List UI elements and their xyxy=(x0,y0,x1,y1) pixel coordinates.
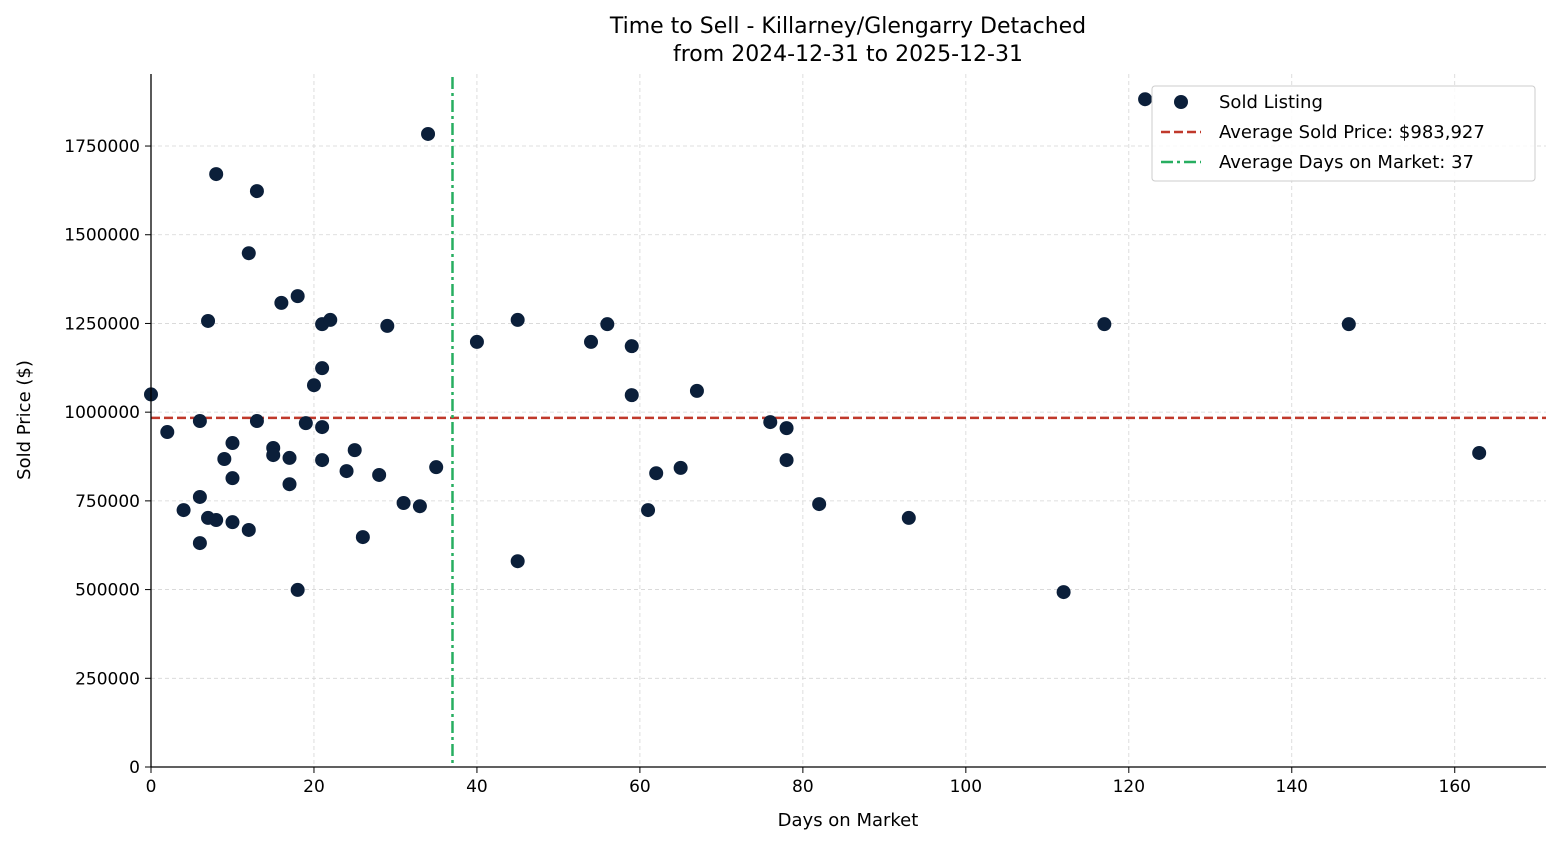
y-tick-label: 500000 xyxy=(75,581,140,601)
data-point xyxy=(323,312,338,327)
data-point xyxy=(241,522,256,537)
x-tick-label: 80 xyxy=(792,777,814,797)
legend-marker-points xyxy=(1174,95,1188,109)
data-point xyxy=(1138,92,1153,107)
data-point xyxy=(241,246,256,261)
x-tick-label: 60 xyxy=(629,777,651,797)
data-point xyxy=(176,503,191,518)
x-axis-label: Days on Market xyxy=(778,810,919,831)
data-point xyxy=(306,378,321,393)
y-tick-label: 1000000 xyxy=(64,403,140,423)
data-point xyxy=(779,421,794,436)
reference-lines xyxy=(151,77,1546,767)
data-point xyxy=(812,497,827,512)
data-point xyxy=(1056,585,1071,600)
data-point xyxy=(225,515,240,530)
data-point xyxy=(160,425,175,440)
data-point xyxy=(673,460,688,475)
data-point xyxy=(347,443,362,458)
data-point xyxy=(1341,317,1356,332)
x-tick-label: 100 xyxy=(950,777,982,797)
data-point xyxy=(396,496,411,510)
data-point xyxy=(1097,317,1112,332)
data-point xyxy=(1472,445,1487,460)
data-point xyxy=(225,471,240,486)
data-point xyxy=(192,536,207,551)
data-point xyxy=(510,554,525,569)
y-tick-label: 1250000 xyxy=(64,314,140,334)
data-point xyxy=(298,416,313,431)
data-point xyxy=(901,510,916,525)
data-point xyxy=(315,420,330,435)
data-point xyxy=(600,317,615,332)
y-tick-label: 250000 xyxy=(75,669,140,689)
data-point xyxy=(689,383,704,398)
x-tick-label: 0 xyxy=(146,777,157,797)
chart-subtitle: from 2024-12-31 to 2025-12-31 xyxy=(673,42,1023,67)
data-point xyxy=(209,167,224,182)
data-point xyxy=(225,436,240,451)
data-point xyxy=(282,450,297,465)
y-tick-label: 0 xyxy=(129,758,140,778)
data-point xyxy=(274,295,289,310)
y-tick-label: 1500000 xyxy=(64,226,140,246)
data-point xyxy=(192,489,207,504)
data-point xyxy=(380,318,395,333)
x-tick-label: 140 xyxy=(1276,777,1308,797)
data-point xyxy=(315,361,330,376)
legend-box xyxy=(1151,85,1536,182)
data-point xyxy=(217,452,232,466)
legend-label-avg-price: Average Sold Price: $983,927 xyxy=(1219,122,1485,143)
data-point xyxy=(641,503,656,518)
data-point xyxy=(290,289,305,304)
data-point xyxy=(266,448,281,463)
data-point xyxy=(584,334,599,349)
data-point xyxy=(763,415,778,430)
data-point xyxy=(510,312,525,327)
data-point xyxy=(290,582,305,597)
axes: 0 20 40 60 80 100 120 140 160 0 250000 500000 750000… xyxy=(64,74,1546,797)
data-point xyxy=(372,467,387,482)
points xyxy=(144,92,1487,600)
data-point xyxy=(355,530,370,545)
data-point xyxy=(429,460,444,475)
legend: Sold Listing Average Sold Price: $983,92… xyxy=(1151,85,1536,182)
data-point xyxy=(209,513,224,528)
x-tick-label: 20 xyxy=(303,777,325,797)
x-tick-label: 160 xyxy=(1439,777,1471,797)
data-point xyxy=(624,388,639,403)
y-axis-label: Sold Price ($) xyxy=(14,360,35,480)
data-point xyxy=(779,453,794,468)
legend-label-points: Sold Listing xyxy=(1219,92,1323,113)
data-point xyxy=(339,464,354,479)
data-point xyxy=(249,414,264,429)
data-point xyxy=(315,453,330,468)
chart-title: Time to Sell - Killarney/Glengarry Detac… xyxy=(609,14,1086,39)
data-point xyxy=(201,313,216,328)
data-point xyxy=(649,466,664,481)
data-point xyxy=(249,184,264,199)
x-tick-label: 120 xyxy=(1113,777,1145,797)
y-tick-label: 1750000 xyxy=(64,137,140,157)
data-point xyxy=(469,334,484,349)
data-point xyxy=(624,339,639,354)
y-tick-label: 750000 xyxy=(75,492,140,512)
data-point xyxy=(192,414,207,429)
data-point xyxy=(412,499,427,514)
x-tick-label: 40 xyxy=(466,777,488,797)
legend-label-avg-days: Average Days on Market: 37 xyxy=(1219,152,1474,173)
data-point xyxy=(282,477,297,492)
data-point xyxy=(421,126,436,141)
